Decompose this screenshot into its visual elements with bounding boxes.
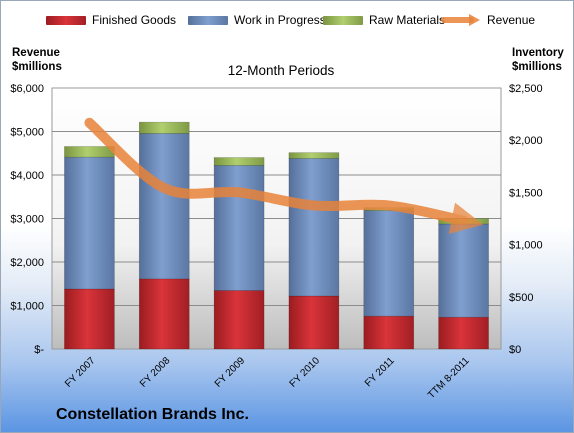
right-axis-tick-label: $0 — [509, 344, 521, 356]
chart-subtitle: 12-Month Periods — [227, 63, 335, 78]
legend-label: Work in Progress — [234, 13, 326, 27]
category-tick-label: FY 2008 — [138, 355, 173, 390]
bar-work-in-progress — [438, 223, 489, 318]
legend-swatch-green — [323, 15, 363, 25]
legend-label: Finished Goods — [92, 13, 177, 27]
bar-work-in-progress — [288, 158, 340, 297]
bar-raw-materials — [64, 146, 115, 158]
bar-work-in-progress — [213, 165, 265, 291]
left-axis-title-line2: $millions — [12, 61, 62, 73]
bar-work-in-progress — [363, 210, 415, 317]
legend-swatch-red — [46, 15, 86, 25]
bar-raw-materials — [138, 121, 190, 134]
left-axis-tick-label: $3,000 — [10, 214, 44, 226]
bar-finished-goods — [64, 288, 115, 350]
right-axis-tick-label: $1,000 — [509, 240, 543, 252]
legend-item-finished-goods: Finished Goods — [46, 13, 176, 27]
bar-finished-goods — [213, 290, 265, 350]
legend-item-work-in-progress: Work in Progress — [188, 13, 326, 27]
bar-finished-goods — [363, 315, 415, 350]
category-tick-label: TTM 8-2011 — [426, 355, 472, 401]
revenue-line — [84, 117, 484, 234]
category-tick-label: FY 2010 — [288, 355, 323, 390]
gridlines — [52, 131, 501, 306]
revenue-line-layer — [84, 117, 484, 234]
bars — [64, 121, 489, 350]
right-axis-title: Inventory $millions — [512, 46, 564, 74]
bar-raw-materials — [288, 152, 340, 159]
bar-work-in-progress — [64, 156, 115, 290]
legend-label: Revenue — [487, 13, 536, 27]
legend-arrow-icon — [441, 14, 480, 26]
legend-swatch-blue — [188, 15, 228, 25]
company-name: Constellation Brands Inc. — [56, 406, 249, 423]
bar-finished-goods — [138, 278, 190, 350]
category-tick-label: FY 2009 — [213, 355, 248, 390]
left-axis-tick-label: $2,000 — [10, 257, 44, 269]
bar-finished-goods — [438, 316, 489, 350]
bar-raw-materials — [213, 157, 265, 166]
category-tick-label: FY 2011 — [363, 355, 397, 389]
left-axis-tick-label: $6,000 — [10, 83, 44, 95]
category-tick-label: FY 2007 — [63, 355, 98, 390]
left-axis-tick-label: $5,000 — [10, 127, 44, 139]
left-axis-tick-label: $1,000 — [10, 301, 44, 313]
left-axis-tick-label: $4,000 — [10, 170, 44, 182]
right-axis-title-line2: $millions — [512, 61, 562, 73]
right-axis-tick-label: $1,500 — [509, 187, 543, 199]
right-axis-tick-label: $500 — [509, 292, 533, 304]
legend: Finished Goods Work in Progress Raw Mate… — [1, 13, 573, 33]
right-axis-tick-label: $2,000 — [509, 135, 543, 147]
legend-label: Raw Materials — [369, 13, 446, 27]
bar-finished-goods — [288, 295, 340, 350]
left-axis-tick-label: $- — [34, 344, 44, 356]
bar-work-in-progress — [138, 133, 190, 280]
legend-item-revenue: Revenue — [441, 13, 535, 27]
left-axis-title: Revenue $millions — [12, 46, 62, 74]
right-axis-title-line1: Inventory — [512, 47, 564, 59]
right-axis-tick-label: $2,500 — [509, 83, 543, 95]
left-axis-title-line1: Revenue — [12, 47, 60, 59]
legend-item-raw-materials: Raw Materials — [323, 13, 445, 27]
